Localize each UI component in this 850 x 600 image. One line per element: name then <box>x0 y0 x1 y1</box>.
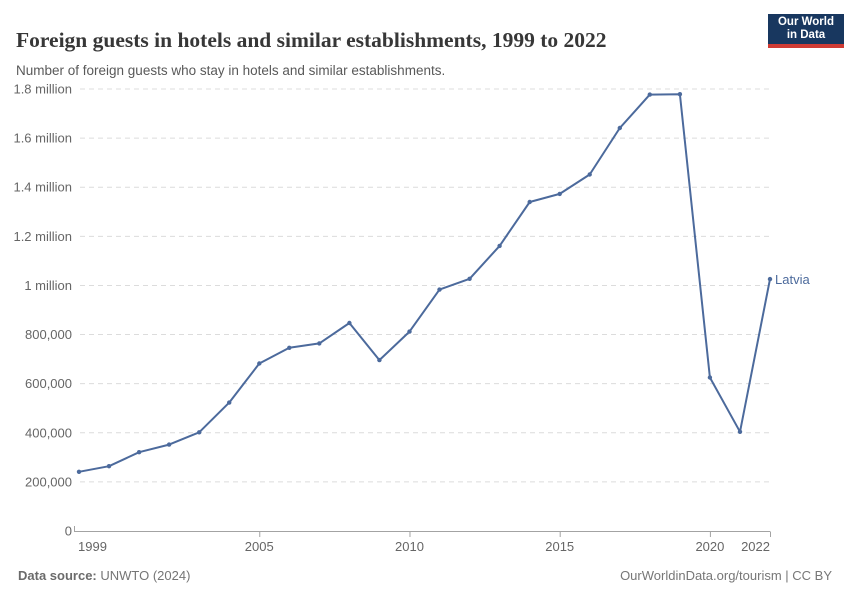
data-point[interactable] <box>587 172 592 177</box>
owid-logo-line1: Our World <box>777 15 834 28</box>
y-axis-tick-label: 0 <box>65 524 72 539</box>
data-source-label: Data source: <box>18 568 97 583</box>
page-subtitle: Number of foreign guests who stay in hot… <box>16 62 446 78</box>
data-point[interactable] <box>767 276 773 282</box>
y-axis-tick-label: 1.8 million <box>13 82 72 97</box>
owid-logo[interactable]: Our World in Data <box>768 14 844 48</box>
data-point[interactable] <box>76 469 82 474</box>
y-axis-tick-label: 1.6 million <box>13 131 72 146</box>
series-label-latvia[interactable]: Latvia <box>775 272 810 287</box>
y-axis-tick-label: 800,000 <box>25 327 72 342</box>
data-point[interactable] <box>166 442 172 447</box>
data-source: Data source: UNWTO (2024) <box>18 568 190 583</box>
data-point[interactable] <box>257 361 262 366</box>
data-source-value: UNWTO (2024) <box>100 568 191 583</box>
footer-credit-link[interactable]: OurWorldinData.org/tourism | CC BY <box>620 568 832 583</box>
y-axis-tick-label: 200,000 <box>25 474 72 489</box>
data-point[interactable] <box>677 92 683 97</box>
x-axis-tick-label: 2005 <box>245 539 274 554</box>
data-point[interactable] <box>136 450 142 455</box>
data-point[interactable] <box>467 276 472 281</box>
data-point[interactable] <box>437 287 442 292</box>
y-axis-tick-label: 1.4 million <box>13 180 72 195</box>
y-axis-tick-label: 400,000 <box>25 425 72 440</box>
data-point[interactable] <box>647 92 652 97</box>
x-axis-tick-label: 2020 <box>695 539 724 554</box>
chart-footer: Data source: UNWTO (2024) OurWorldinData… <box>0 568 850 583</box>
data-point[interactable] <box>557 191 562 197</box>
data-point[interactable] <box>227 400 232 405</box>
data-point[interactable] <box>737 429 743 434</box>
owid-logo-line2: in Data <box>786 29 826 41</box>
data-point[interactable] <box>527 199 532 205</box>
y-axis-tick-label: 1.2 million <box>13 229 72 244</box>
x-axis-tick-label: 2015 <box>545 539 574 554</box>
data-point[interactable] <box>347 320 352 326</box>
data-point[interactable] <box>317 341 322 346</box>
data-point[interactable] <box>407 329 412 334</box>
data-point[interactable] <box>106 464 112 469</box>
latvia-trend-line[interactable] <box>78 93 771 473</box>
data-point[interactable] <box>377 357 382 363</box>
data-point[interactable] <box>287 345 292 350</box>
data-point[interactable] <box>197 430 202 435</box>
page-title: Foreign guests in hotels and similar est… <box>16 28 607 53</box>
x-axis-tick-label: 1999 <box>78 539 107 554</box>
x-axis-tick-label: 2010 <box>395 539 424 554</box>
x-axis-tick-label: 2022 <box>741 539 770 554</box>
y-axis-tick-label: 1 million <box>24 278 72 293</box>
data-point[interactable] <box>707 375 713 380</box>
y-axis-tick-label: 600,000 <box>25 376 72 391</box>
data-point[interactable] <box>617 125 622 131</box>
data-point[interactable] <box>497 243 502 249</box>
